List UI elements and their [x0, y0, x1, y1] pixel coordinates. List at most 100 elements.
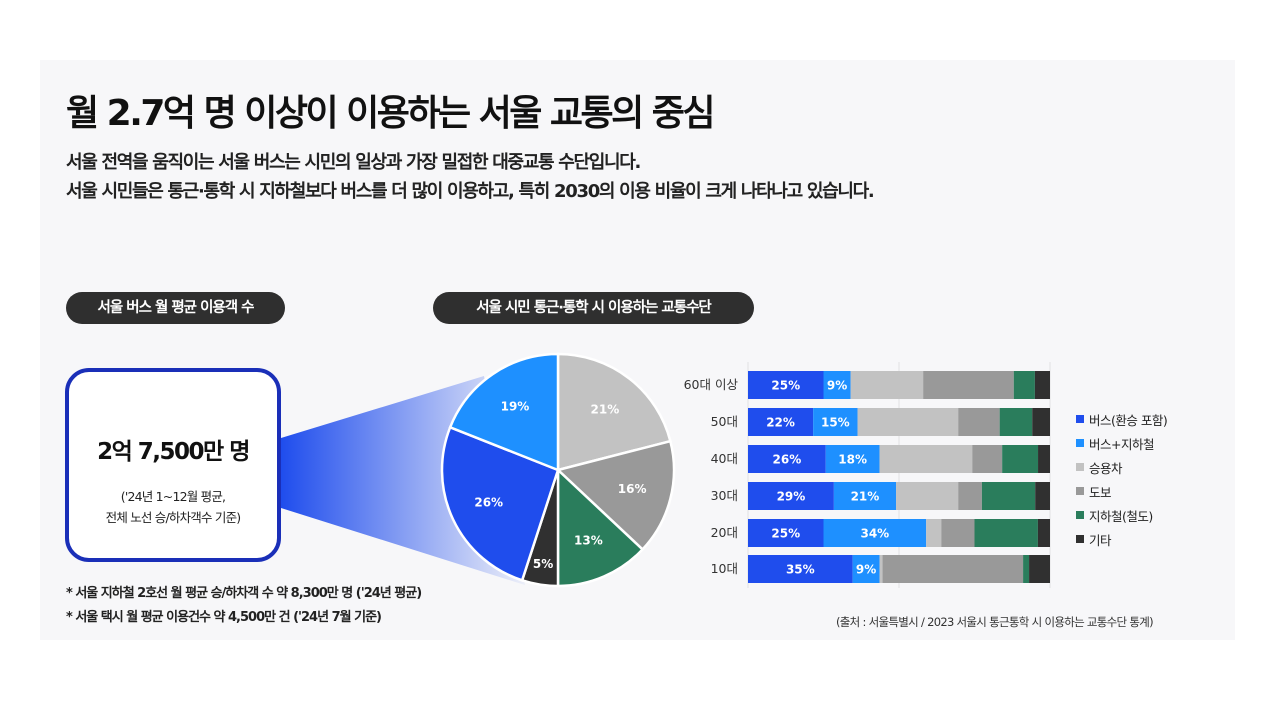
stat-note-line-2: 전체 노선 승/하차객수 기준) [105, 510, 242, 525]
legend-item: 버스(환승 포함) [1076, 407, 1168, 431]
bar-value-label: 35% [786, 563, 815, 577]
bar-segment [1023, 555, 1030, 583]
bar-segment [999, 408, 1033, 436]
pie-slice [556, 352, 672, 472]
legend-swatch [1076, 535, 1084, 543]
category-label: 60대 이상 [684, 377, 739, 392]
footnotes: * 서울 지하철 2호선 월 평균 승/하차객 수 약 8,300만 명 ('2… [66, 582, 422, 630]
pie-slice [440, 425, 560, 582]
bar-segment [748, 408, 814, 436]
stat-value: 2억 7,500만 명 [97, 439, 250, 465]
bar-segment [1034, 371, 1050, 399]
legend-label: 지하철(철도) [1089, 508, 1153, 524]
pie-slice-label: 19% [501, 400, 530, 414]
pie-slice [555, 439, 676, 552]
bar-segment [926, 519, 942, 547]
legend-label: 도보 [1089, 484, 1112, 500]
legend-item: 기타 [1076, 527, 1167, 551]
footnote-taxi: * 서울 택시 월 평균 이용건수 약 4,500만 건 ('24년 7월 기준… [66, 610, 382, 625]
category-label: 20대 [711, 525, 738, 540]
bar-value-label: 22% [766, 416, 795, 430]
bar-segment [1038, 445, 1050, 473]
subtitle-line-1: 서울 전역을 움직이는 서울 버스는 시민의 일상과 가장 밀접한 대중교통 수… [66, 152, 641, 173]
bar-segment [852, 555, 880, 583]
bar-segment [974, 519, 1038, 547]
page-title: 월 2.7억 명 이상이 이용하는 서울 교통의 중심 [66, 93, 716, 134]
bar-segment [748, 371, 824, 399]
pie-slice-label: 13% [574, 533, 603, 547]
legend-swatch [1076, 511, 1084, 519]
pie-slice [556, 467, 645, 588]
subtitle-line-2: 서울 시민들은 통근·통학 시 지하철보다 버스를 더 많이 이용하고, 특히 … [66, 181, 875, 202]
legend-label: 기타 [1089, 532, 1112, 548]
bar-segment [941, 519, 975, 547]
bar-segment [857, 408, 959, 436]
bar-segment [850, 371, 924, 399]
bar-segment [879, 445, 973, 473]
bar-segment [1032, 408, 1050, 436]
stat-note-line-1: ('24년 1~12월 평균, [120, 489, 226, 504]
bar-segment [1035, 482, 1050, 510]
bar-segment [981, 482, 1036, 510]
bar-segment [972, 445, 1003, 473]
bar-value-label: 9% [856, 563, 876, 577]
category-label: 50대 [711, 414, 738, 429]
source-note: (출처 : 서울특별시 / 2023 서울시 통근통학 시 이용하는 교통수단 … [836, 615, 1154, 629]
bar-segment [1002, 445, 1039, 473]
section-label-commute-mode: 서울 시민 통근·통학 시 이용하는 교통수단 [433, 292, 754, 324]
bar-segment [1013, 371, 1035, 399]
bar-value-label: 21% [851, 490, 880, 504]
bar-value-label: 25% [771, 379, 800, 393]
bar-value-label: 29% [777, 490, 806, 504]
bar-value-label: 18% [838, 453, 867, 467]
bar-segment [813, 408, 858, 436]
bar-segment [923, 371, 1014, 399]
legend-swatch [1076, 439, 1084, 447]
bar-segment [823, 519, 927, 547]
pie-slice-label: 21% [591, 403, 620, 417]
pie-chart: 21% 16% 13% 5% 26% 19% [440, 352, 676, 588]
bar-segment [1037, 519, 1050, 547]
legend-item: 승용차 [1076, 455, 1167, 479]
pie-slice-label: 5% [533, 557, 553, 571]
bar-segment [823, 371, 851, 399]
legend-label: 버스(환승 포함) [1089, 412, 1168, 428]
bar-value-label: 26% [773, 453, 802, 467]
bar-value-label: 15% [821, 416, 850, 430]
legend-item: 도보 [1076, 479, 1167, 503]
bar-segment [879, 555, 883, 583]
category-label: 10대 [711, 561, 738, 576]
legend-swatch [1076, 463, 1084, 471]
category-label: 40대 [711, 451, 738, 466]
legend-swatch [1076, 487, 1084, 495]
pie-slice-label: 26% [474, 496, 503, 510]
pie-slice [448, 352, 560, 472]
category-label: 30대 [711, 488, 738, 503]
pie-slice-label: 16% [618, 482, 647, 496]
bar-segment [825, 445, 880, 473]
bar-value-label: 9% [827, 379, 847, 393]
stacked-bar-chart: 60대 이상 25% 9% 50대 22% 15% 40대 26% 18% 30대 29% 21% 20… [684, 362, 1051, 588]
section-label-bus-ridership: 서울 버스 월 평균 이용객 수 [66, 292, 285, 324]
stat-card: 2억 7,500만 명 ('24년 1~12월 평균, 전체 노선 승/하차객수… [65, 368, 281, 562]
stat-note: ('24년 1~12월 평균, 전체 노선 승/하차객수 기준) [69, 486, 277, 528]
bar-segment [748, 482, 834, 510]
bar-segment [1029, 555, 1050, 583]
bar-segment [882, 555, 1024, 583]
bar-segment [833, 482, 897, 510]
legend-item: 버스+지하철 [1076, 431, 1167, 455]
bar-value-label: 34% [860, 527, 889, 541]
bar-segment [748, 445, 826, 473]
bar-value-label: 25% [771, 527, 800, 541]
bar-segment [748, 519, 824, 547]
bar-segment [958, 482, 982, 510]
footnote-subway: * 서울 지하철 2호선 월 평균 승/하차객 수 약 8,300만 명 ('2… [66, 586, 422, 601]
bar-segment [748, 555, 853, 583]
legend-item: 지하철(철도) [1076, 503, 1167, 527]
bar-segment [896, 482, 959, 510]
bar-segment [958, 408, 1000, 436]
legend-label: 버스+지하철 [1089, 436, 1154, 452]
page-subtitle: 서울 전역을 움직이는 서울 버스는 시민의 일상과 가장 밀접한 대중교통 수… [66, 148, 875, 206]
